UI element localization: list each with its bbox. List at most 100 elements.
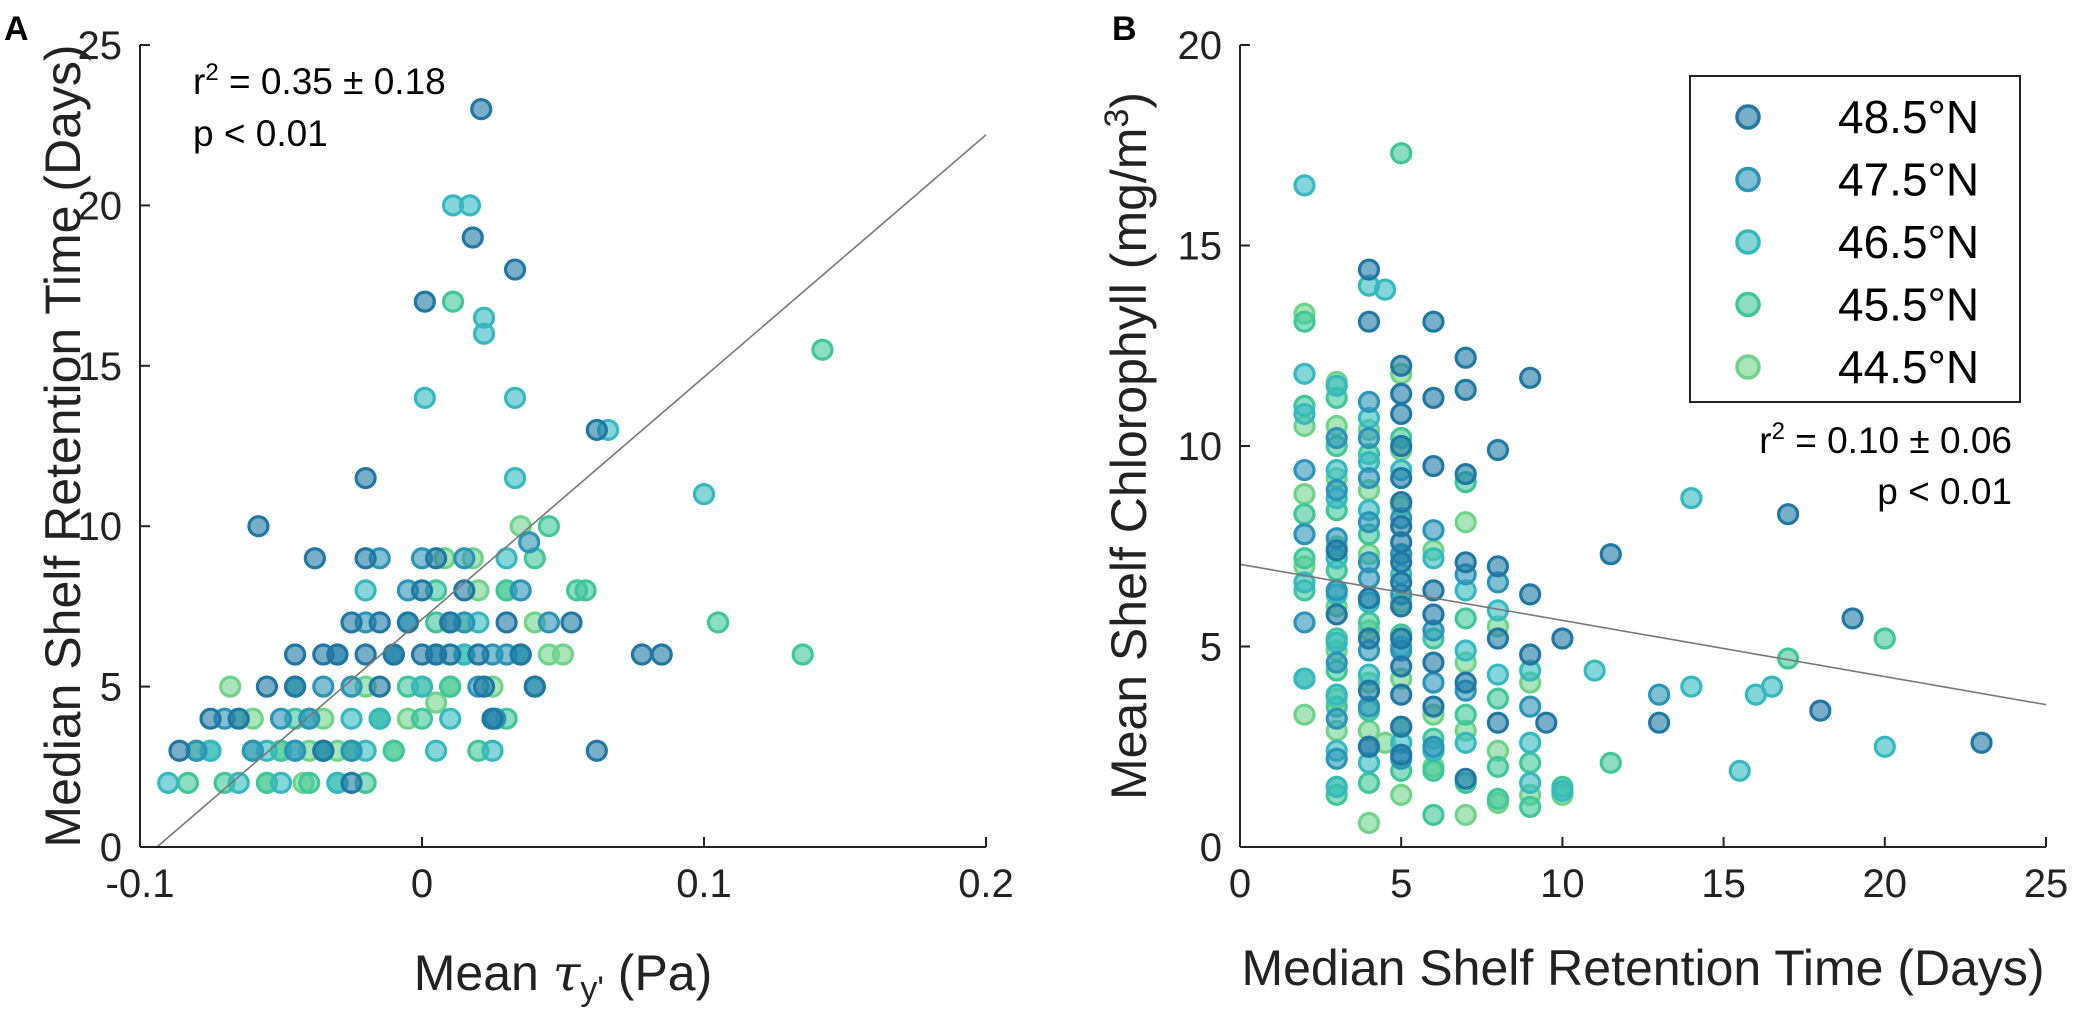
scatter-point-455 — [1293, 310, 1316, 333]
scatter-point-485 — [1519, 366, 1542, 389]
scatter-point-485 — [503, 258, 527, 281]
scatter-point-475 — [269, 707, 293, 730]
scatter-point-455 — [176, 771, 200, 794]
panel-a-fit-line — [156, 134, 987, 848]
scatter-point-485 — [354, 547, 377, 570]
y-tick-label: 0 — [1200, 826, 1222, 870]
legend-label: 45.5°N — [1838, 279, 1979, 331]
scatter-point-465 — [1873, 735, 1896, 758]
scatter-point-485 — [1551, 627, 1574, 650]
scatter-point-475 — [1325, 707, 1348, 730]
y-tick-label: 20 — [78, 184, 123, 228]
scatter-point-465 — [354, 579, 377, 602]
scatter-point-465 — [1519, 731, 1542, 754]
scatter-point-475 — [312, 675, 335, 698]
scatter-point-455 — [1454, 607, 1477, 630]
scatter-point-455 — [1519, 795, 1542, 819]
scatter-point-485 — [1809, 699, 1832, 722]
scatter-point-455 — [1873, 627, 1896, 650]
scatter-point-485 — [1357, 258, 1381, 281]
scatter-point-485 — [1422, 454, 1445, 478]
scatter-point-485 — [1390, 571, 1413, 594]
scatter-point-485 — [1357, 679, 1381, 702]
scatter-point-465 — [472, 322, 496, 345]
scatter-point-485 — [1648, 711, 1671, 734]
scatter-point-445 — [551, 643, 575, 666]
scatter-point-445 — [1293, 483, 1316, 506]
scatter-point-455 — [1422, 759, 1445, 782]
scatter-point-485 — [1390, 715, 1413, 738]
scatter-point-485 — [1486, 438, 1510, 462]
scatter-point-485 — [470, 98, 493, 121]
scatter-point-465 — [1728, 759, 1751, 782]
scatter-point-485 — [472, 675, 496, 698]
scatter-point-475 — [340, 675, 363, 698]
scatter-point-465 — [503, 466, 527, 490]
scatter-point-465 — [1486, 663, 1510, 686]
scatter-point-485 — [650, 643, 673, 666]
scatter-point-465 — [1373, 278, 1397, 301]
legend-marker — [1735, 354, 1761, 380]
scatter-point-485 — [1454, 671, 1477, 694]
scatter-point-485 — [585, 739, 608, 762]
scatter-point-455 — [706, 611, 730, 634]
panel-b-points — [1293, 142, 1993, 835]
scatter-point-485 — [1390, 434, 1413, 458]
scatter-point-475 — [1325, 479, 1348, 502]
scatter-point-465 — [1519, 771, 1542, 794]
scatter-point-485 — [340, 771, 363, 794]
scatter-point-455 — [1422, 803, 1445, 827]
scatter-point-485 — [1599, 543, 1622, 566]
scatter-point-485 — [1422, 603, 1445, 626]
scatter-point-445 — [1357, 811, 1381, 835]
scatter-point-455 — [811, 338, 834, 361]
scatter-point-475 — [1648, 683, 1671, 706]
scatter-point-485 — [585, 418, 608, 442]
legend-label: 44.5°N — [1838, 341, 1979, 393]
scatter-point-455 — [1357, 771, 1381, 794]
scatter-point-475 — [518, 531, 541, 554]
panel-b-r2-text: r2 = 0.10 ± 0.06 — [1759, 418, 2012, 461]
scatter-point-465 — [458, 194, 482, 217]
scatter-point-465 — [425, 739, 448, 762]
scatter-point-485 — [354, 643, 377, 666]
scatter-point-485 — [199, 707, 222, 730]
scatter-point-455 — [1293, 503, 1316, 526]
scatter-point-465 — [503, 386, 527, 409]
panel-b-x-ticks: 0 5 10 15 20 25 — [1229, 837, 2068, 906]
scatter-point-455 — [382, 739, 405, 762]
scatter-point-485 — [1390, 655, 1413, 678]
scatter-point-485 — [1486, 555, 1510, 578]
panel-a-points — [157, 98, 834, 794]
scatter-point-465 — [1454, 731, 1477, 754]
x-tick-label: 0.1 — [676, 862, 732, 906]
scatter-point-485 — [413, 290, 436, 313]
scatter-point-455 — [1390, 142, 1413, 165]
scatter-point-485 — [410, 579, 434, 602]
scatter-point-485 — [1422, 579, 1445, 602]
scatter-point-475 — [298, 707, 321, 730]
y-tick-label: 15 — [78, 345, 123, 389]
scatter-point-465 — [1325, 374, 1348, 397]
scatter-point-485 — [1357, 310, 1381, 333]
scatter-point-455 — [1599, 751, 1622, 774]
x-tick-label: 0.2 — [958, 862, 1014, 906]
scatter-point-485 — [1454, 346, 1477, 369]
scatter-point-485 — [1357, 587, 1381, 610]
scatter-point-475 — [509, 579, 532, 602]
scatter-point-485 — [326, 643, 349, 666]
panel-a-x-label: Mean τy' (Pa) — [414, 944, 713, 1008]
scatter-point-455 — [1454, 703, 1477, 726]
scatter-point-475 — [284, 739, 307, 762]
scatter-point-475 — [340, 739, 363, 762]
scatter-point-485 — [1390, 466, 1413, 490]
scatter-point-485 — [1390, 595, 1413, 618]
scatter-point-475 — [1519, 695, 1542, 718]
scatter-point-485 — [1454, 767, 1477, 790]
scatter-point-465 — [1454, 639, 1477, 662]
scatter-point-455 — [410, 707, 434, 730]
scatter-point-485 — [1422, 651, 1445, 674]
scatter-point-485 — [368, 675, 391, 698]
panel-b-fit-line — [1239, 563, 2047, 706]
